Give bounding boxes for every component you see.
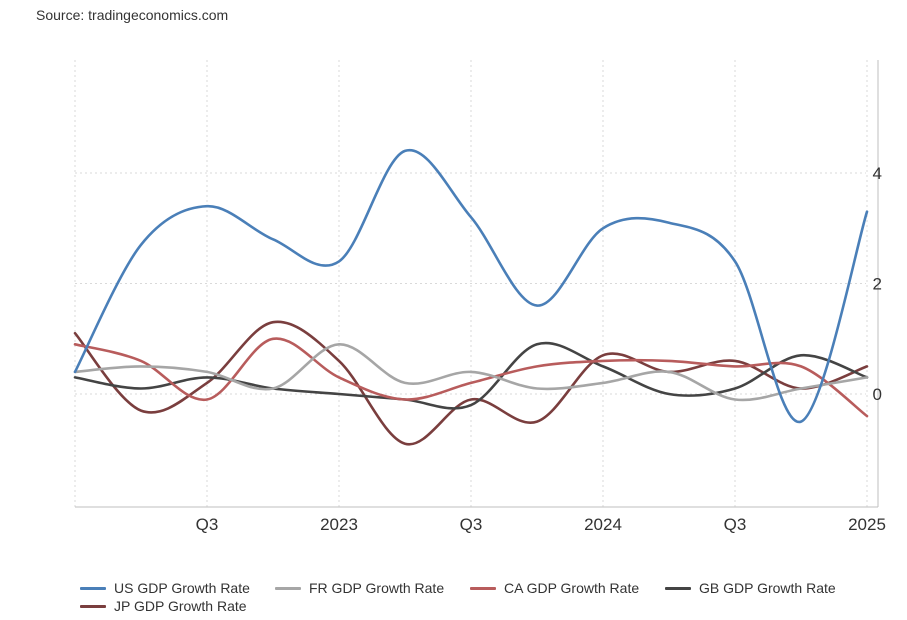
x-tick-label: Q3 [724, 515, 747, 534]
legend-swatch [275, 586, 301, 590]
x-tick-label: Q3 [460, 515, 483, 534]
x-tick-label: 2024 [584, 515, 622, 534]
series-line-ca [73, 337, 869, 418]
series-line-gb [73, 341, 869, 410]
legend-label: US GDP Growth Rate [114, 580, 250, 596]
y-tick-label: 4 [873, 164, 882, 183]
legend-label: JP GDP Growth Rate [114, 598, 247, 614]
legend-label: GB GDP Growth Rate [699, 580, 836, 596]
series-line-jp [73, 320, 869, 446]
x-tick-label: Q3 [196, 515, 219, 534]
legend-item[interactable]: US GDP Growth Rate [80, 580, 250, 596]
legend-swatch [665, 586, 691, 590]
y-tick-label: 0 [873, 385, 882, 404]
legend-label: FR GDP Growth Rate [309, 580, 445, 596]
legend-item[interactable]: GB GDP Growth Rate [665, 580, 836, 596]
legend-item[interactable]: CA GDP Growth Rate [470, 580, 639, 596]
legend-swatch [80, 604, 106, 608]
grid [74, 60, 868, 507]
series-line-us [73, 148, 869, 423]
x-tick-labels: Q3 2023 Q3 2024 Q3 2025 [196, 515, 886, 534]
legend-item[interactable]: JP GDP Growth Rate [80, 598, 247, 614]
series-line-fr [73, 342, 869, 402]
line-chart: Q3 2023 Q3 2024 Q3 2025 0 2 4 [73, 60, 886, 534]
x-tick-label: 2025 [848, 515, 886, 534]
source-label: Source: tradingeconomics.com [36, 7, 229, 23]
legend-label: CA GDP Growth Rate [504, 580, 640, 596]
legend-item[interactable]: FR GDP Growth Rate [275, 580, 444, 596]
legend-swatch [80, 586, 106, 590]
y-tick-label: 2 [873, 275, 882, 294]
x-tick-label: 2023 [320, 515, 358, 534]
axes [75, 60, 879, 508]
series-lines [73, 148, 869, 446]
y-tick-labels: 0 2 4 [873, 164, 882, 404]
legend-swatch [470, 586, 496, 590]
